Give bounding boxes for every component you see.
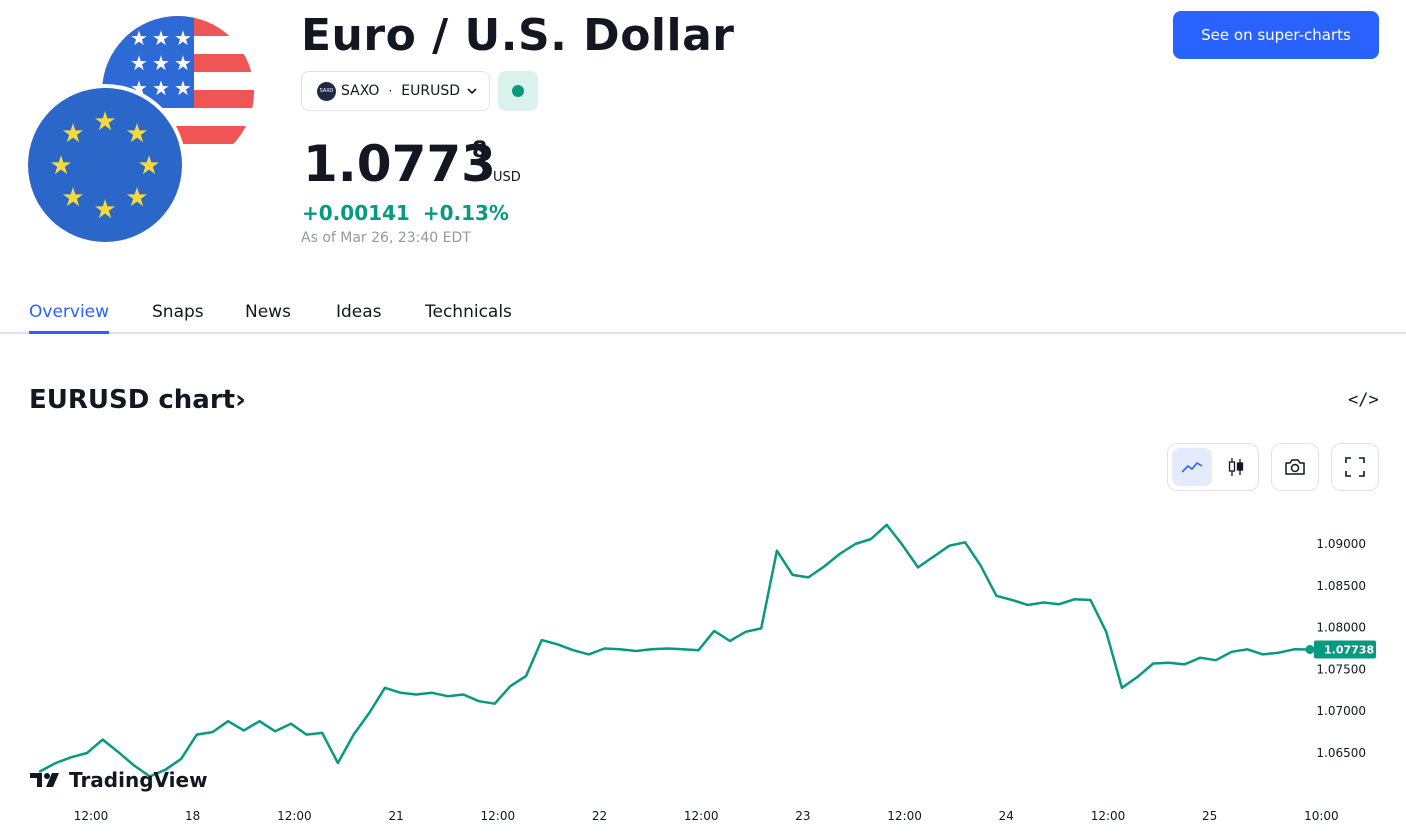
x-tick-label: 22 xyxy=(592,809,607,823)
tab-bar: Overview Snaps News Ideas Technicals xyxy=(0,300,1406,334)
tradingview-logo[interactable]: TradingView xyxy=(30,768,208,792)
chevron-down-icon xyxy=(467,84,477,98)
svg-text:★: ★ xyxy=(125,119,148,149)
eu-flag-icon: ★ ★ ★ ★ ★ ★ ★ ★ xyxy=(28,88,182,242)
x-tick-label: 12:00 xyxy=(684,809,719,823)
svg-text:★: ★ xyxy=(49,151,72,181)
candlestick-icon xyxy=(1228,458,1244,476)
tab-technicals[interactable]: Technicals xyxy=(425,302,512,322)
x-tick-label: 25 xyxy=(1202,809,1217,823)
fullscreen-button[interactable] xyxy=(1331,443,1379,491)
separator-dot: · xyxy=(388,84,393,98)
x-tick-label: 12:00 xyxy=(887,809,922,823)
y-tick-label: 1.07000 xyxy=(1316,704,1366,718)
svg-text:★: ★ xyxy=(61,183,84,213)
svg-text:★: ★ xyxy=(137,151,160,181)
x-tick-label: 18 xyxy=(185,809,200,823)
svg-text:★: ★ xyxy=(93,107,116,137)
symbol-name: EURUSD xyxy=(401,83,461,99)
svg-text:★: ★ xyxy=(130,26,148,50)
as-of-timestamp: As of Mar 26, 23:40 EDT xyxy=(301,230,471,246)
tab-overview[interactable]: Overview xyxy=(29,302,110,334)
svg-text:★: ★ xyxy=(174,26,192,50)
tab-news[interactable]: News xyxy=(245,302,291,322)
chart-title-link[interactable]: EURUSD chart› xyxy=(29,385,246,415)
price-change: +0.00141 +0.13% xyxy=(302,201,515,225)
tradingview-logo-text: TradingView xyxy=(69,768,208,792)
tab-snaps[interactable]: Snaps xyxy=(152,302,204,322)
svg-text:★: ★ xyxy=(93,195,116,225)
svg-text:★: ★ xyxy=(152,76,170,100)
chart-title-text: EURUSD chart xyxy=(29,385,236,415)
price-superscript: 8 xyxy=(472,138,488,163)
line-chart-icon xyxy=(1181,461,1203,473)
svg-text:★: ★ xyxy=(125,183,148,213)
market-open-dot-icon xyxy=(512,85,524,97)
svg-text:★: ★ xyxy=(174,76,192,100)
fullscreen-icon xyxy=(1345,457,1365,477)
exchange-name: SAXO xyxy=(341,83,380,99)
tradingview-logo-icon xyxy=(30,773,59,787)
y-tick-label: 1.06500 xyxy=(1316,746,1366,760)
price-chart[interactable]: 1.09000 1.08500 1.08000 1.07500 1.07000 1.065… xyxy=(0,505,1406,835)
y-tick-label: 1.07500 xyxy=(1316,662,1366,676)
chevron-right-icon: › xyxy=(235,385,246,415)
svg-text:★: ★ xyxy=(61,119,84,149)
svg-text:★: ★ xyxy=(152,26,170,50)
change-percent: +0.13% xyxy=(422,201,509,225)
market-status-indicator[interactable] xyxy=(498,71,538,111)
svg-text:★: ★ xyxy=(130,51,148,75)
tab-ideas[interactable]: Ideas xyxy=(336,302,382,322)
price-currency: USD xyxy=(493,170,521,185)
series-line xyxy=(38,523,1312,778)
candlestick-button[interactable] xyxy=(1216,448,1256,486)
svg-text:★: ★ xyxy=(174,51,192,75)
x-tick-label: 12:00 xyxy=(74,809,109,823)
y-tick-label: 1.08000 xyxy=(1316,621,1366,635)
saxo-logo-icon: SAXO xyxy=(317,81,336,101)
page-title: Euro / U.S. Dollar xyxy=(301,10,735,61)
last-value-badge: 1.07738 xyxy=(1314,640,1376,659)
line-chart-button[interactable] xyxy=(1172,448,1212,486)
x-tick-label: 21 xyxy=(388,809,403,823)
x-tick-label: 24 xyxy=(999,809,1014,823)
see-on-super-charts-button[interactable]: See on super-charts xyxy=(1173,11,1379,59)
exchange-selector[interactable]: SAXO SAXO · EURUSD xyxy=(301,71,490,111)
x-tick-label: 23 xyxy=(795,809,810,823)
change-absolute: +0.00141 xyxy=(302,201,410,225)
currency-flags: ★ ★ ★ ★ ★ ★ ★ ★ ★ ★ ★ ★ ★ ★ ★ ★ ★ xyxy=(28,16,258,246)
y-tick-label: 1.09000 xyxy=(1316,537,1366,551)
x-tick-label: 12:00 xyxy=(1091,809,1126,823)
svg-text:★: ★ xyxy=(152,51,170,75)
x-tick-label: 10:00 xyxy=(1304,809,1339,823)
camera-icon xyxy=(1285,459,1305,475)
x-tick-label: 12:00 xyxy=(481,809,516,823)
snapshot-button[interactable] xyxy=(1271,443,1319,491)
y-tick-label: 1.08500 xyxy=(1316,579,1366,593)
price-value: 1.0773 xyxy=(303,135,496,193)
last-value-text: 1.07738 xyxy=(1324,644,1374,657)
chart-style-toggle xyxy=(1167,443,1259,491)
last-value-dot xyxy=(1305,645,1315,655)
x-tick-label: 12:00 xyxy=(277,809,312,823)
embed-code-icon[interactable]: </> xyxy=(1348,390,1379,410)
